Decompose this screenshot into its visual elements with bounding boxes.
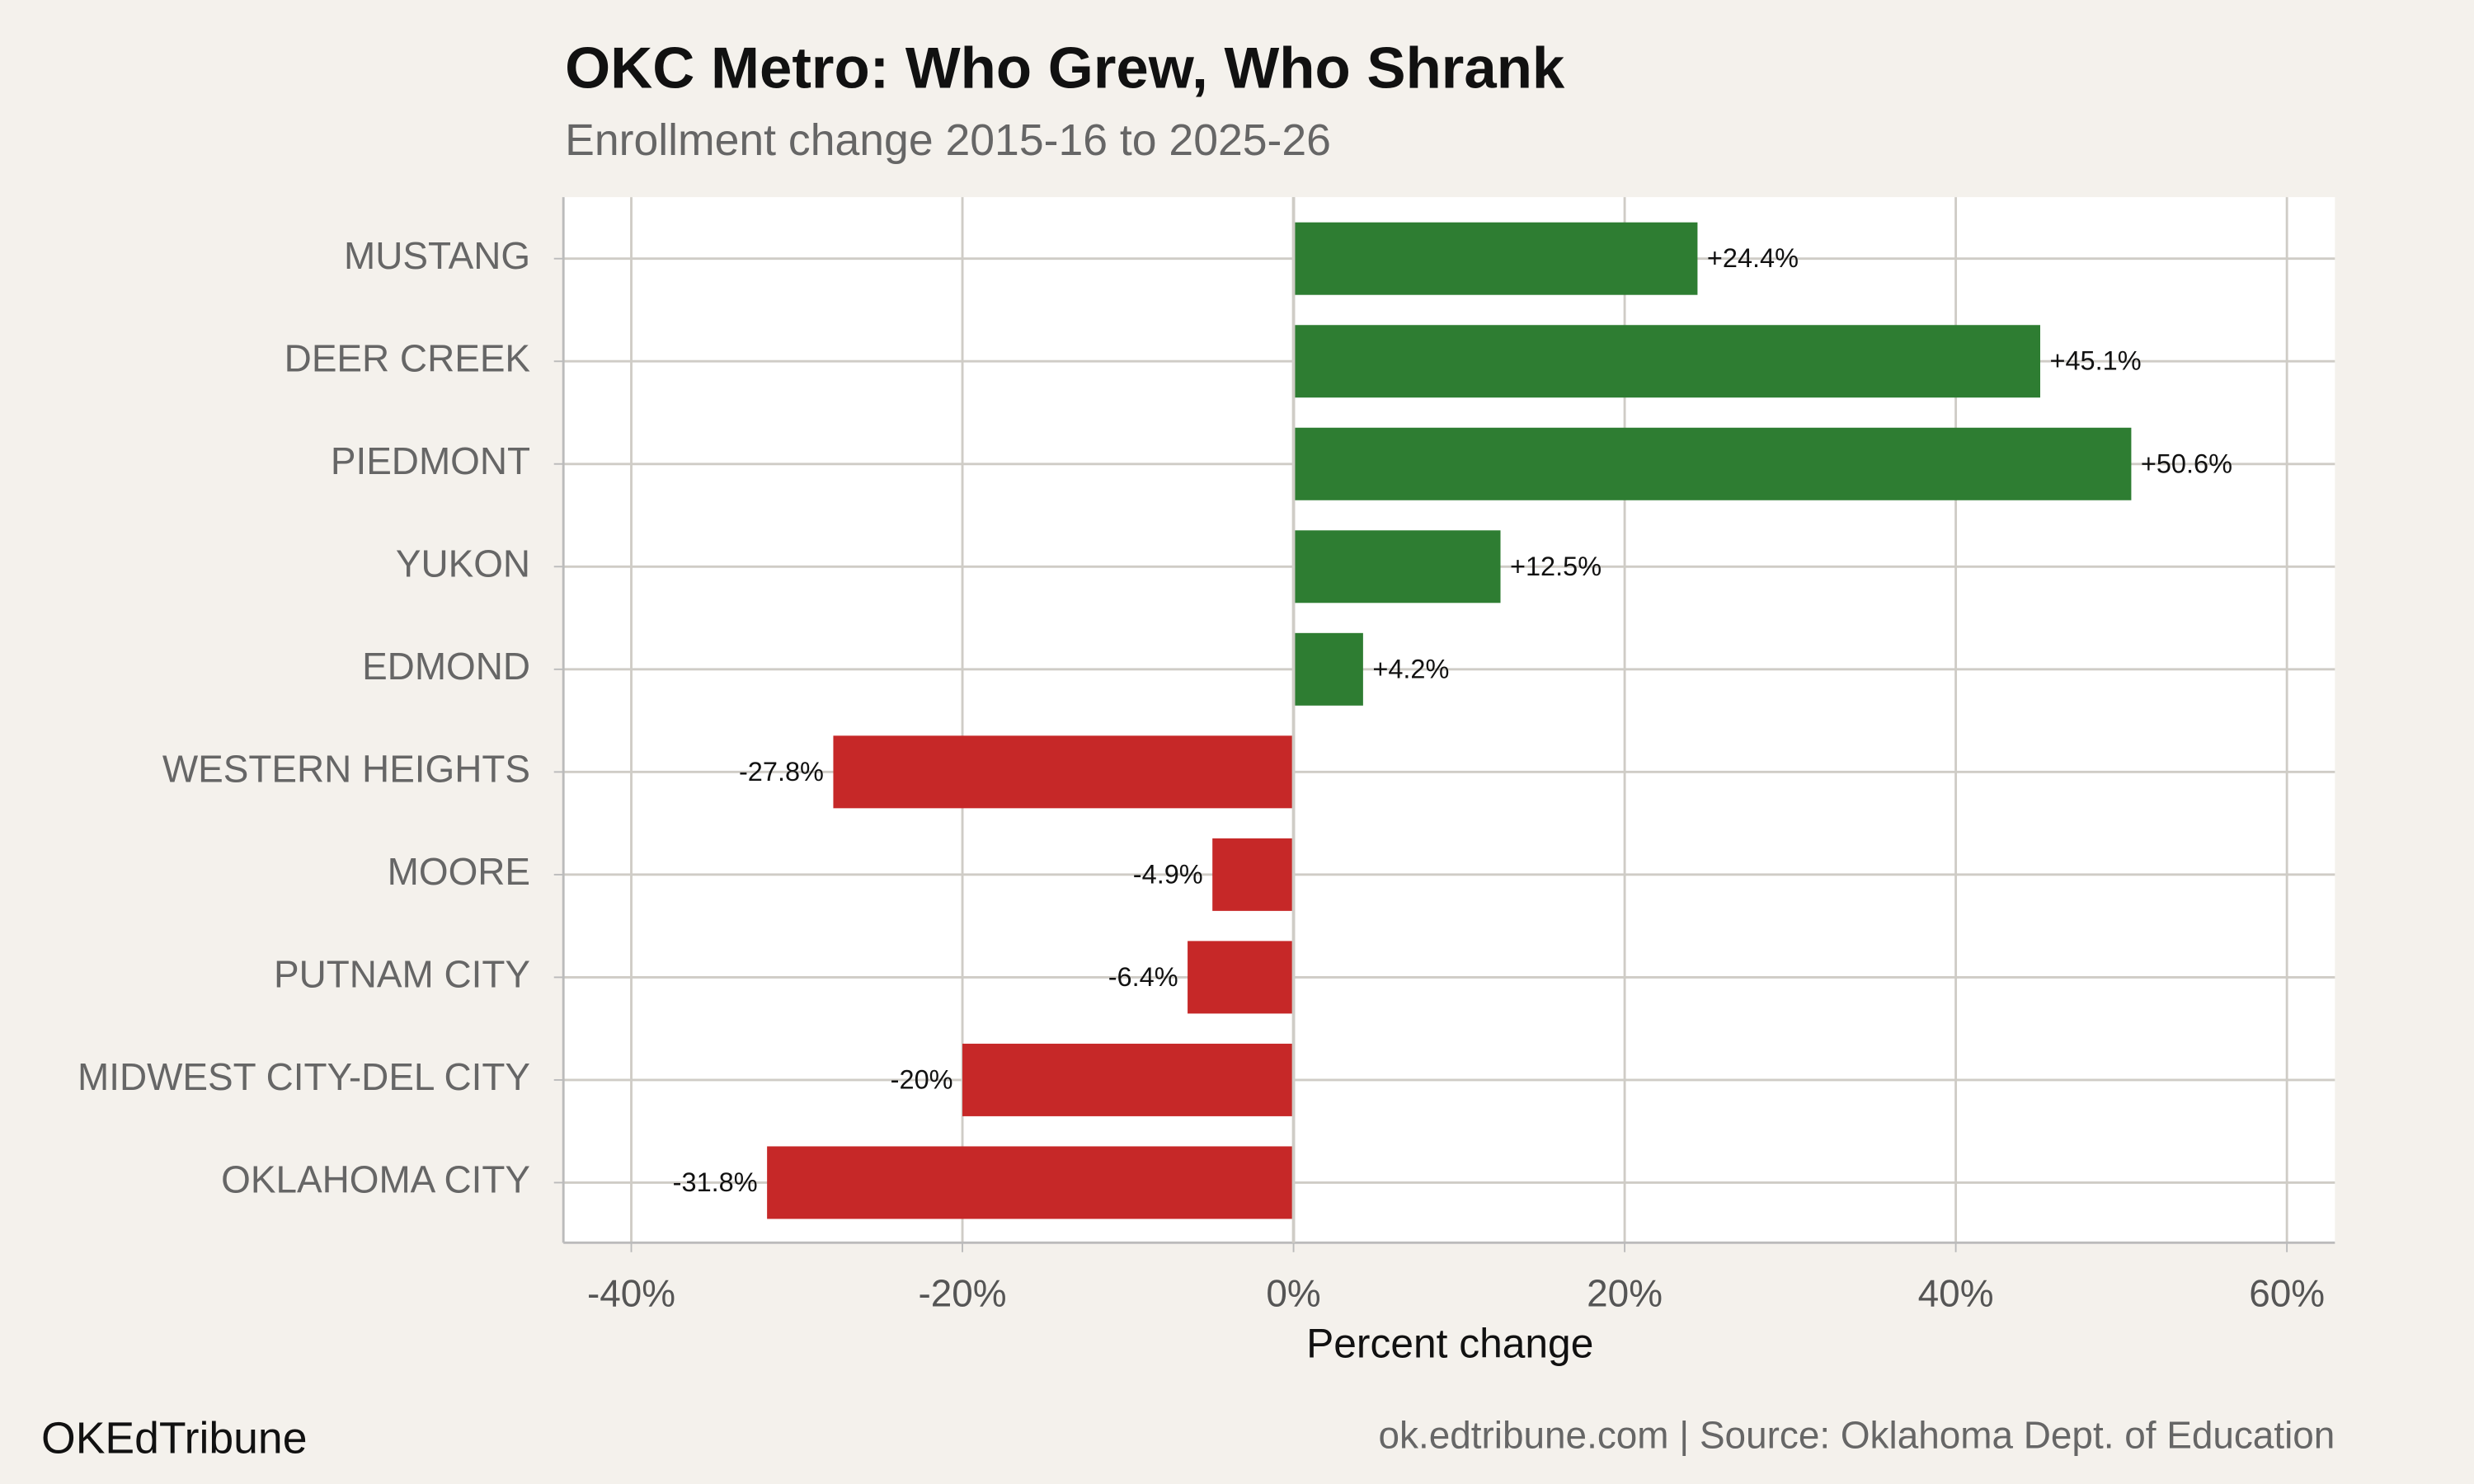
value-label: +45.1%	[2049, 346, 2141, 376]
value-label: +12.5%	[1510, 552, 1602, 581]
value-label: -20%	[891, 1064, 953, 1094]
y-tick-label: MIDWEST CITY-DEL CITY	[78, 1055, 530, 1098]
x-tick-label: 60%	[2249, 1271, 2325, 1314]
value-label: +50.6%	[2141, 448, 2232, 478]
y-tick-label: DEER CREEK	[285, 336, 531, 379]
bar	[1212, 838, 1294, 911]
y-tick-label: YUKON	[396, 542, 530, 585]
y-tick-label: PIEDMONT	[331, 439, 530, 482]
y-tick-label: PUTNAM CITY	[274, 953, 530, 996]
bar	[1293, 632, 1363, 706]
y-tick-label: MUSTANG	[344, 234, 530, 277]
y-tick-label: OKLAHOMA CITY	[221, 1158, 530, 1201]
y-tick-label: MOORE	[388, 850, 530, 893]
bar	[1293, 530, 1501, 603]
value-label: +4.2%	[1372, 654, 1449, 683]
x-tick-label: 0%	[1266, 1271, 1320, 1314]
chart-title: OKC Metro: Who Grew, Who Shrank	[565, 35, 1565, 101]
x-tick-label: 20%	[1587, 1271, 1663, 1314]
chart-subtitle: Enrollment change 2015-16 to 2025-26	[565, 116, 1331, 165]
bar	[1293, 427, 2132, 500]
bar	[833, 735, 1294, 809]
value-label: -4.9%	[1133, 859, 1203, 889]
x-tick-label: -40%	[587, 1271, 675, 1314]
value-label: -31.8%	[673, 1167, 758, 1197]
value-label: -27.8%	[739, 757, 824, 787]
bar	[1293, 325, 2040, 398]
value-label: -6.4%	[1108, 962, 1178, 992]
x-axis-label: Percent change	[1306, 1321, 1593, 1367]
bar	[1188, 941, 1294, 1014]
bar	[767, 1146, 1294, 1219]
x-tick-label: -20%	[918, 1271, 1006, 1314]
y-tick-label: EDMOND	[362, 645, 530, 688]
brand: OKEdTribune	[41, 1414, 307, 1463]
bar	[962, 1043, 1294, 1116]
value-label: +24.4%	[1707, 243, 1799, 273]
bar	[1293, 222, 1698, 295]
x-tick-label: 40%	[1918, 1271, 1994, 1314]
y-tick-label: WESTERN HEIGHTS	[162, 747, 530, 790]
source: ok.edtribune.com | Source: Oklahoma Dept…	[1379, 1414, 2335, 1457]
